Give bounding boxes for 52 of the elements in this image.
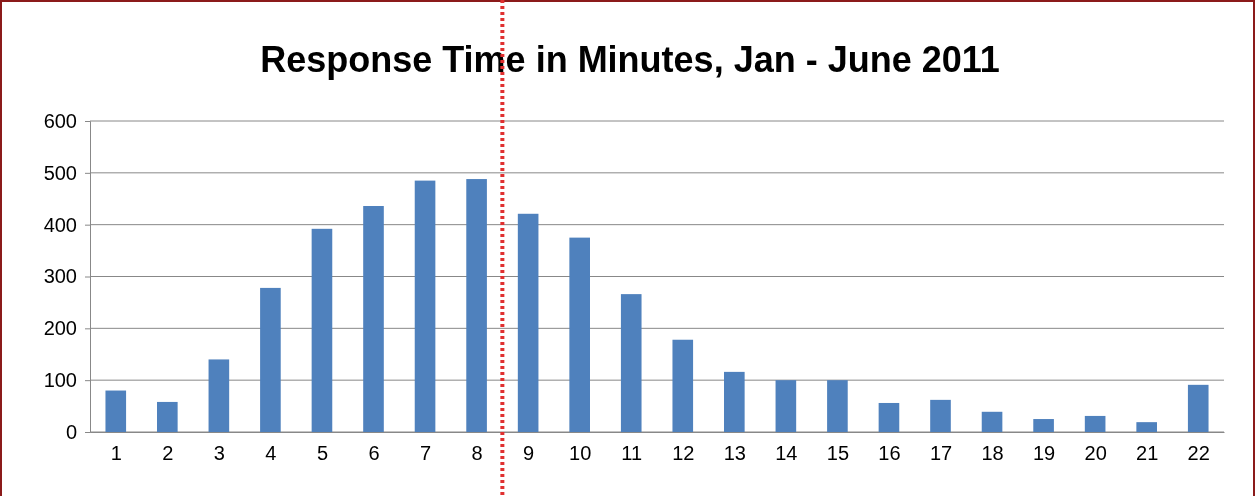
x-tick-label: 9 [523, 442, 535, 465]
x-tick-label: 14 [775, 442, 798, 465]
bar [827, 380, 848, 432]
x-tick-label: 7 [419, 442, 432, 465]
x-tick-label: 4 [265, 442, 277, 465]
bar [105, 390, 127, 432]
x-tick-label: 11 [621, 442, 643, 465]
x-tick-label: 19 [1032, 442, 1056, 465]
x-tick-label: 18 [981, 442, 1004, 465]
x-tick-label: 10 [569, 442, 592, 465]
x-tick-label: 17 [929, 442, 953, 465]
bar [672, 339, 694, 432]
bar [930, 399, 951, 432]
x-tick-label: 2 [162, 442, 174, 465]
bar [1136, 422, 1157, 432]
x-tick-label: 1 [110, 442, 122, 465]
x-tick-label: 6 [368, 442, 380, 465]
y-tick-label: 200 [43, 317, 77, 340]
y-tick-label: 500 [43, 161, 77, 184]
bar [724, 371, 745, 432]
x-tick-label: 21 [1136, 442, 1159, 465]
x-tick-label: 15 [826, 442, 850, 465]
x-tick-label: 3 [213, 442, 225, 465]
bar [260, 287, 281, 432]
x-tick-label: 13 [723, 442, 746, 465]
y-tick-label: 0 [65, 420, 77, 443]
bar [414, 180, 436, 432]
bar [620, 294, 642, 432]
bar [878, 402, 900, 432]
bar [311, 228, 333, 432]
chart-title: Response Time in Minutes, Jan - June 2011 [260, 39, 1000, 80]
bar [363, 206, 384, 432]
bar [208, 359, 230, 432]
y-tick-label: 400 [43, 213, 77, 236]
bar [517, 213, 539, 432]
bar [981, 411, 1003, 432]
x-tick-label: 22 [1187, 442, 1210, 465]
y-tick-label: 300 [43, 265, 77, 288]
x-tick-label: 5 [316, 442, 329, 465]
x-tick-label: 8 [471, 442, 483, 465]
bar [1033, 419, 1054, 432]
bar [157, 401, 178, 432]
bar [775, 380, 797, 432]
y-tick-label: 100 [43, 369, 77, 392]
bar [1187, 384, 1209, 432]
x-tick-label: 16 [878, 442, 901, 465]
bar [1084, 415, 1106, 432]
y-tick-label: 600 [43, 109, 77, 132]
x-tick-label: 20 [1084, 442, 1107, 465]
x-tick-label: 12 [672, 442, 695, 465]
bar [569, 237, 590, 432]
bar [466, 179, 487, 432]
